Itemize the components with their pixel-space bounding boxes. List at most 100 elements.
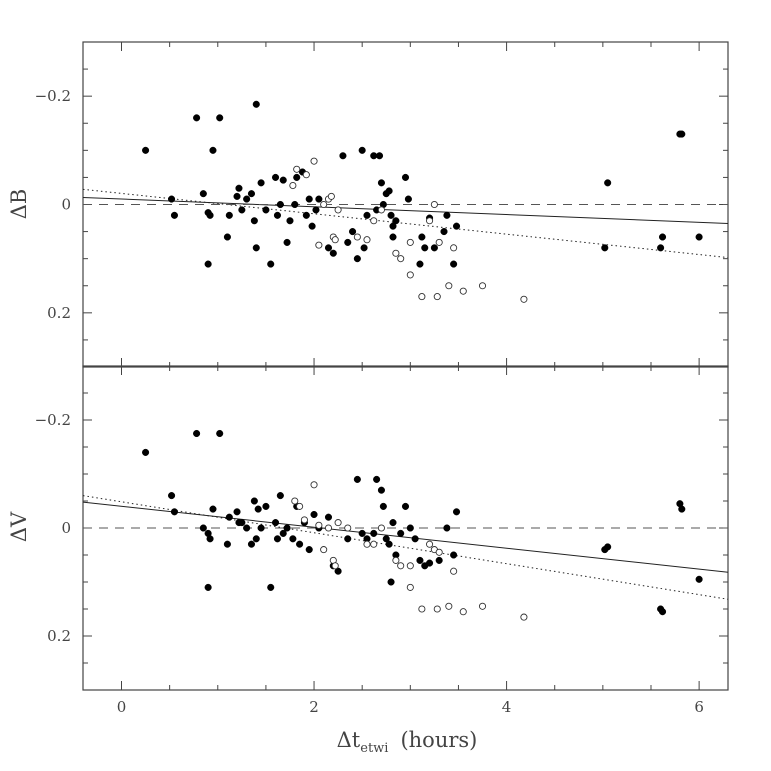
filled-data-point (216, 114, 224, 122)
open-data-point (520, 295, 528, 303)
filled-data-point (267, 260, 275, 268)
filled-data-point (243, 524, 251, 532)
filled-data-point (252, 100, 260, 108)
filled-data-point (678, 130, 686, 138)
filled-data-point (695, 575, 703, 583)
open-data-point (353, 233, 361, 241)
filled-data-point (247, 190, 256, 198)
filled-data-point (276, 492, 284, 500)
panel-bottom-fit-lines (82, 495, 729, 600)
open-data-point (315, 241, 323, 249)
filled-data-point (370, 529, 378, 537)
x-axis-label-subscript: etwi (360, 741, 388, 756)
filled-data-point (296, 540, 304, 548)
open-data-point (327, 192, 335, 200)
filled-data-point (377, 486, 385, 494)
open-data-point (435, 548, 443, 556)
panel-bottom-points (142, 429, 703, 621)
open-data-point (291, 497, 299, 505)
x-tick-label: 0 (117, 698, 127, 716)
filled-data-point (426, 559, 434, 567)
open-data-point (370, 540, 378, 548)
filled-data-point (308, 222, 316, 230)
filled-data-point (385, 187, 393, 195)
filled-data-point (252, 244, 260, 252)
filled-data-point (389, 519, 397, 527)
open-data-point (430, 200, 438, 209)
y-tick-label: −0.2 (35, 411, 71, 429)
filled-data-point (392, 217, 400, 225)
filled-data-point (262, 206, 270, 214)
open-data-point (450, 244, 458, 252)
panel-bottom-tick-labels: −0.2 0 0.2 0 2 4 6 (35, 411, 704, 716)
panel-top-tick-labels: −0.2 0 0.2 (35, 87, 71, 322)
filled-data-point (358, 146, 366, 154)
open-data-point (315, 521, 323, 529)
filled-data-point (223, 540, 231, 548)
filled-data-point (344, 238, 352, 246)
filled-data-point (199, 190, 207, 198)
open-data-point (418, 293, 426, 301)
filled-data-point (168, 492, 176, 500)
panel-bottom: −0.2 0 0.2 0 2 4 6 ΔV (7, 365, 729, 716)
filled-data-point (658, 608, 667, 616)
open-data-point (406, 562, 414, 570)
filled-data-point (283, 524, 291, 532)
filled-data-point (273, 535, 282, 543)
filled-data-point (360, 244, 368, 252)
filled-data-point (209, 146, 217, 154)
filled-data-point (225, 513, 233, 521)
x-tick-label: 2 (309, 698, 319, 716)
open-data-point (334, 206, 342, 214)
filled-data-point (225, 211, 233, 219)
filled-data-point (238, 519, 246, 527)
filled-data-point (373, 475, 381, 483)
filled-data-point (233, 192, 241, 200)
open-data-point (293, 165, 301, 173)
filled-data-point (452, 508, 461, 516)
filled-data-point (382, 535, 390, 543)
filled-data-point (695, 233, 703, 241)
filled-data-point (276, 200, 284, 209)
filled-data-point (238, 206, 246, 214)
open-data-point (478, 282, 487, 290)
filled-data-point (324, 513, 333, 521)
filled-data-point (302, 211, 310, 219)
filled-data-point (271, 519, 280, 527)
filled-data-point (450, 551, 458, 559)
open-data-point (445, 602, 453, 610)
filled-data-point (443, 211, 451, 219)
open-data-point (478, 602, 487, 610)
filled-data-point (604, 179, 612, 187)
open-data-point (320, 200, 328, 209)
open-data-point (310, 157, 318, 165)
open-data-point (435, 238, 443, 246)
filled-data-point (257, 524, 265, 532)
open-data-point (377, 206, 385, 214)
filled-data-point (339, 152, 347, 160)
filled-data-point (389, 233, 397, 241)
filled-data-point (168, 195, 176, 203)
filled-data-point (267, 583, 275, 591)
open-data-point (520, 613, 528, 621)
filled-data-point (209, 505, 217, 513)
open-data-point (296, 502, 304, 510)
filled-data-point (401, 173, 410, 181)
open-data-point (331, 562, 339, 570)
filled-data-point (387, 578, 395, 586)
open-data-point (392, 556, 400, 564)
y-tick-label: 0.2 (47, 627, 71, 645)
filled-data-point (430, 244, 438, 252)
filled-data-point (443, 524, 451, 532)
panel-bottom-ticks (83, 365, 728, 691)
filled-data-point (678, 505, 686, 513)
open-data-point (397, 255, 405, 263)
filled-data-point (252, 535, 260, 543)
filled-data-point (279, 176, 287, 184)
y-tick-label: 0 (61, 519, 71, 537)
filled-data-point (421, 244, 429, 252)
filled-data-point (363, 211, 371, 219)
open-data-point (459, 608, 467, 616)
open-data-point (433, 605, 441, 613)
open-data-point (418, 605, 426, 613)
